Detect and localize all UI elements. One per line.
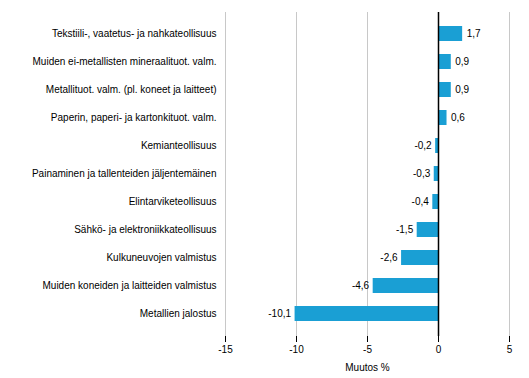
svg-text:-10: -10 [289,344,304,355]
svg-text:Sähkö- ja elektroniikkateollis: Sähkö- ja elektroniikkateollisuus [74,224,216,235]
svg-text:0,9: 0,9 [455,56,469,67]
svg-text:-10,1: -10,1 [268,308,291,319]
svg-text:Elintarviketeollisuus: Elintarviketeollisuus [129,196,217,207]
svg-text:-0,4: -0,4 [412,196,430,207]
svg-text:0: 0 [436,344,442,355]
svg-text:-2,6: -2,6 [380,252,398,263]
svg-text:Metallituot. valm. (pl. koneet: Metallituot. valm. (pl. koneet ja laitte… [46,84,217,95]
svg-text:Paperin, paperi- ja kartonkitu: Paperin, paperi- ja kartonkituot. valm. [51,112,217,123]
svg-text:Muiden ei-metallisten mineraal: Muiden ei-metallisten mineraalituot. val… [33,56,217,67]
svg-text:Muiden koneiden ja laitteiden: Muiden koneiden ja laitteiden valmistus [43,280,217,291]
svg-text:-15: -15 [218,344,233,355]
svg-text:5: 5 [507,344,513,355]
svg-text:-5: -5 [363,344,372,355]
svg-text:Kemianteollisuus: Kemianteollisuus [141,140,217,151]
svg-text:-0,3: -0,3 [413,168,431,179]
svg-text:-4,6: -4,6 [352,280,370,291]
svg-text:0,6: 0,6 [451,112,465,123]
svg-text:0,9: 0,9 [455,84,469,95]
svg-text:1,7: 1,7 [467,28,481,39]
svg-text:Painaminen ja tallenteiden jäl: Painaminen ja tallenteiden jäljentemäine… [32,168,217,179]
svg-text:-0,2: -0,2 [414,140,432,151]
svg-text:Tekstiili-, vaatetus- ja nahka: Tekstiili-, vaatetus- ja nahkateollisuus [52,28,217,39]
svg-text:Kulkuneuvojen valmistus: Kulkuneuvojen valmistus [106,252,216,263]
svg-text:Metallien jalostus: Metallien jalostus [140,308,217,319]
svg-text:Muutos %: Muutos % [345,362,390,373]
svg-text:-1,5: -1,5 [396,224,414,235]
